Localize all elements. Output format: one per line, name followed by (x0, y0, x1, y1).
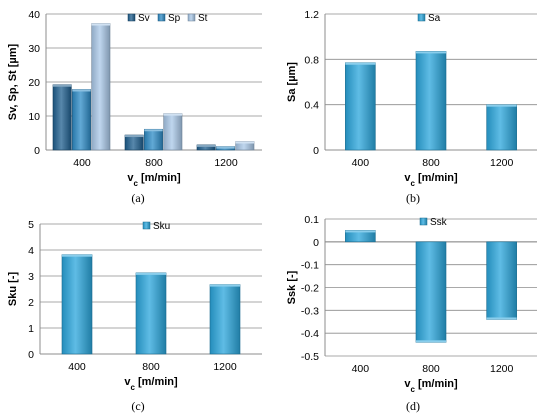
chart-d-ytick: -0.2 (301, 283, 319, 295)
chart-d-xlabel: vc [m/min] (404, 378, 458, 394)
chart-b-xtick: 800 (422, 157, 440, 169)
chart-b-bar-cap (486, 104, 517, 107)
chart-d-svg: -0.5 -0.4 -0.3 -0.2 -0.1 0 0.1 400 800 1200 Ssk vc … (286, 214, 537, 394)
chart-a-legend-label: Sp (168, 13, 181, 24)
chart-d-xtick: 400 (352, 363, 370, 375)
chart-c-bar-Sku-1200 (209, 284, 241, 355)
chart-c-bar-Sku-400 (61, 254, 93, 355)
chart-c-ytick: 4 (28, 245, 34, 257)
chart-a-bar-St-800 (163, 113, 183, 151)
chart-d-bar-cap (345, 230, 376, 233)
chart-c-svg: 0 1 2 3 4 5 400 800 1200 Sku vc [m/min] Sku [-] (7, 219, 262, 392)
chart-a-ytick: 40 (28, 9, 40, 21)
chart-a-bar-St-400 (91, 23, 111, 151)
chart-c-ytick: 5 (28, 219, 34, 231)
chart-c-ytick: 0 (28, 349, 34, 361)
chart-c-legend-swatch (142, 221, 151, 230)
chart-a-bar-cap (53, 84, 72, 87)
chart-a-ytick: 10 (28, 111, 40, 123)
chart-d-ytick: 0 (313, 237, 319, 249)
chart-a-legend-swatch (157, 13, 166, 22)
chart-a-bar-cap (216, 146, 235, 149)
chart-a-svg: 0 10 20 30 40 400 800 1200 Sv Sp St vc [m/min] Sv, S… (7, 9, 262, 188)
chart-a-bar-cap (144, 129, 163, 132)
chart-a-legend-label: St (198, 13, 208, 24)
chart-a-xtick: 400 (73, 157, 91, 169)
caption-b: (b) (406, 191, 420, 205)
chart-b-legend-label: Sa (428, 13, 441, 24)
chart-d-ylabel: Ssk [-] (286, 270, 298, 304)
chart-a-xtick: 1200 (214, 157, 238, 169)
chart-b-legend-swatch (417, 13, 426, 22)
chart-c-bar-Sku-800 (135, 272, 167, 355)
chart-d-legend-swatch (419, 217, 428, 226)
chart-b-ytick: 1.2 (304, 9, 319, 21)
chart-a-bar-Sv-400 (52, 84, 72, 151)
chart-c-ytick: 2 (28, 297, 34, 309)
chart-c: 0 1 2 3 4 5 400 800 1200 Sku vc [m/min] Sku [-] (0, 210, 275, 392)
chart-c-xtick: 1200 (213, 361, 237, 373)
chart-a-bar-Sp-800 (144, 128, 163, 151)
chart-d-bar-Ssk-800 (415, 241, 447, 343)
chart-c-bar-cap (136, 272, 166, 275)
chart-d-legend-label: Ssk (430, 217, 448, 228)
chart-a-bar-cap (125, 135, 144, 138)
chart-d-ytick: -0.3 (301, 305, 319, 317)
chart-b-bar-cap (345, 62, 376, 65)
chart-b-ylabel: Sa [µm] (286, 62, 298, 102)
chart-a-xlabel: vc [m/min] (127, 172, 181, 188)
chart-b-bar-Sa-1200 (486, 104, 517, 151)
chart-c-ylabel: Sku [-] (7, 272, 19, 307)
chart-b: 0 0.4 0.8 1.2 400 800 1200 Sa vc [m/min] Sa [µm] (275, 0, 550, 188)
chart-a-ytick: 30 (28, 43, 40, 55)
chart-c-xtick: 800 (142, 361, 160, 373)
chart-d-ytick: -0.1 (301, 260, 319, 272)
caption-d: (d) (406, 399, 420, 413)
chart-b-ytick: 0 (313, 145, 319, 157)
chart-b-bar-cap (416, 51, 446, 54)
chart-a-bar-cap (91, 23, 110, 26)
chart-d-ytick: -0.5 (301, 351, 319, 363)
chart-c-xtick: 400 (68, 361, 86, 373)
chart-c-ytick: 1 (28, 323, 34, 335)
chart-b-xtick: 1200 (490, 157, 514, 169)
chart-d-xtick: 800 (422, 363, 440, 375)
chart-d-bar-cap (486, 317, 517, 320)
chart-a: 0 10 20 30 40 400 800 1200 Sv Sp St vc [m/min] Sv, S… (0, 0, 275, 188)
chart-a-bar-cap (163, 113, 182, 116)
chart-b-bar-Sa-400 (345, 62, 376, 151)
chart-b-bar-Sa-800 (415, 51, 447, 151)
chart-d-bar-Ssk-1200 (486, 241, 517, 320)
chart-a-legend-swatch (127, 13, 136, 22)
chart-c-ytick: 3 (28, 271, 34, 283)
chart-d-ytick: -0.4 (301, 328, 319, 340)
chart-c-legend-label: Sku (153, 221, 170, 232)
caption-a: (a) (131, 191, 145, 205)
chart-c-bar-cap (62, 254, 92, 257)
caption-c: (c) (131, 399, 145, 413)
chart-d: -0.5 -0.4 -0.3 -0.2 -0.1 0 0.1 400 800 1200 Ssk vc … (275, 210, 550, 394)
chart-a-legend-label: Sv (138, 13, 150, 24)
chart-a-bar-cap (72, 89, 91, 92)
chart-a-bar-Sp-400 (72, 89, 91, 151)
chart-a-ytick: 0 (34, 145, 40, 157)
chart-a-ytick: 20 (28, 77, 40, 89)
chart-c-bar-cap (210, 284, 240, 287)
chart-a-bar-cap (197, 144, 216, 147)
chart-a-bar-cap (235, 141, 254, 144)
chart-d-xtick: 1200 (490, 363, 514, 375)
chart-a-xtick: 800 (145, 157, 163, 169)
chart-a-legend-swatch (187, 13, 196, 22)
chart-b-ytick: 0.8 (304, 54, 319, 66)
chart-b-xtick: 400 (352, 157, 370, 169)
chart-d-bar-cap (416, 340, 446, 343)
chart-c-xlabel: vc [m/min] (124, 376, 178, 392)
chart-a-ylabel: Sv, Sp, St [µm] (7, 43, 19, 120)
chart-d-ytick: 0.1 (304, 214, 319, 226)
chart-b-xlabel: vc [m/min] (404, 172, 458, 188)
chart-b-ytick: 0.4 (304, 100, 319, 112)
chart-a-bar-Sv-800 (124, 134, 144, 151)
chart-b-svg: 0 0.4 0.8 1.2 400 800 1200 Sa vc [m/min] Sa [µm] (286, 9, 537, 188)
